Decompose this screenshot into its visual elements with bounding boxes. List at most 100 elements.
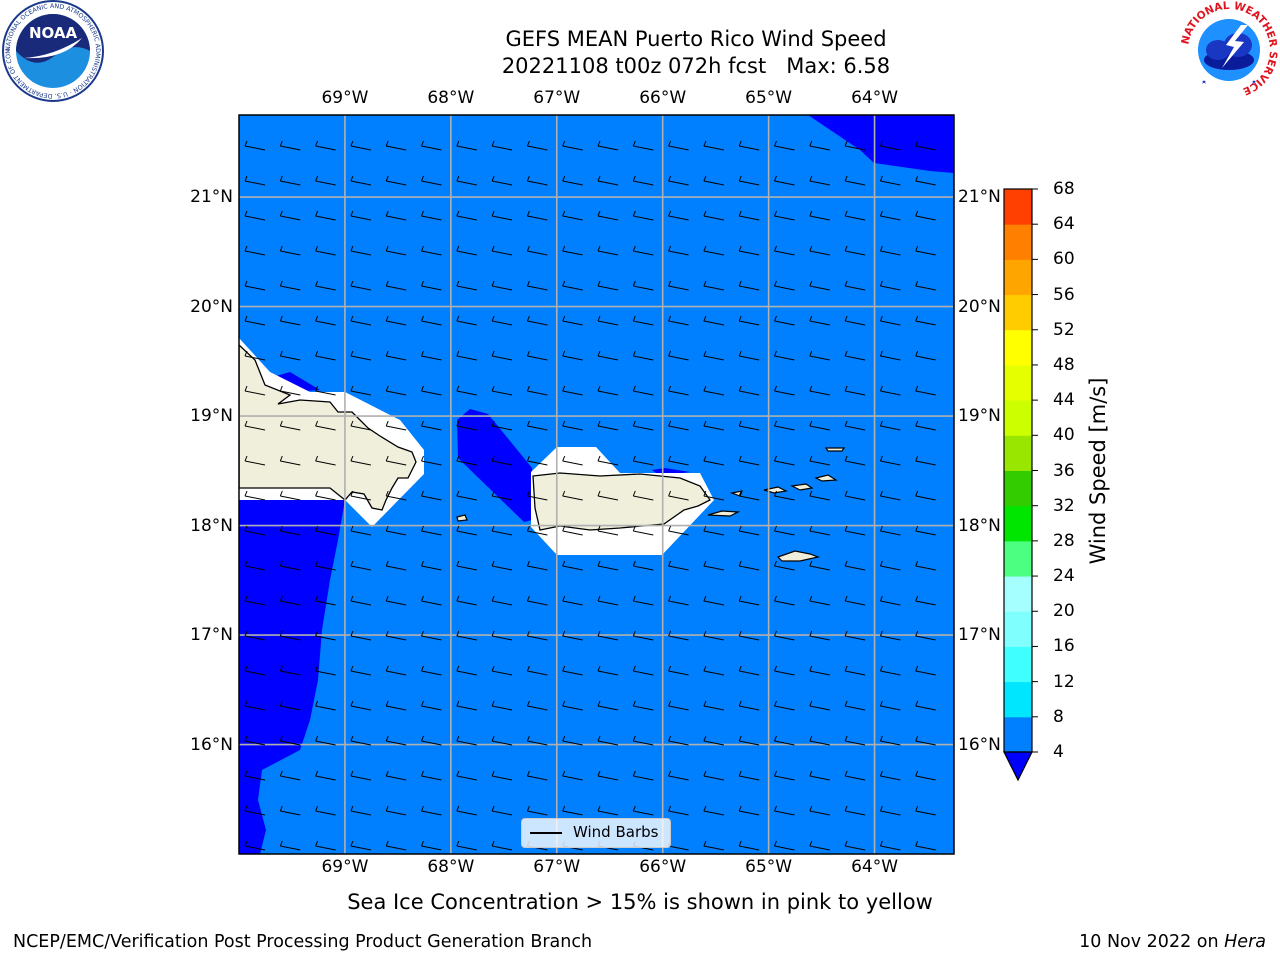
wind-barb [774,455,795,466]
colorbar-frame [1003,188,1033,753]
wind-barb [879,350,901,361]
wind-barb [597,665,619,676]
wind-barb [703,315,724,326]
wind-barb [774,175,795,186]
wind-barb [385,560,407,571]
lon-tick-top: 65°W [745,88,793,108]
wind-barb [421,700,442,711]
wind-barb [385,735,407,746]
wind-barb [491,665,513,676]
wind-barb [526,455,548,466]
wind-barb [315,700,336,711]
wind-barb [491,630,513,641]
wind-barb [279,455,301,466]
wind-barb [597,455,619,466]
wind-barb [456,280,477,291]
wind-barb [809,700,830,711]
wind-barb [350,630,371,641]
wind-barb [315,735,336,746]
colorbar-tick-label: 28 [1053,530,1075,551]
land-tortola [790,483,814,491]
wind-barb [774,525,795,536]
wind-barb [279,665,301,676]
wind-barb [774,385,795,396]
wind-barb [668,595,689,606]
wind-barb [315,665,336,676]
colorbar-band [1004,576,1032,612]
wind-barb [809,280,830,291]
wind-barb [350,175,371,186]
wind-barb [526,350,548,361]
wind-barb [350,560,371,571]
wind-barb [597,595,619,606]
wind-barb [703,525,724,536]
wind-barb [597,245,619,256]
wind-barb [915,280,936,291]
wind-barb [526,140,548,151]
wind-barb [491,315,513,326]
wind-barb [632,490,654,501]
wind-barb [279,560,301,571]
colorbar-band [1004,400,1032,436]
wind-barb [774,420,795,431]
wind-barb [456,735,477,746]
wind-barb [279,840,301,851]
wind-barb [456,560,477,571]
wind-barb [915,385,936,396]
wind-barb [668,210,689,221]
wind-barb [315,175,336,186]
wind-barb [915,420,936,431]
wind-barb [421,210,442,221]
wind-barb [668,385,689,396]
wind-barb [844,805,866,816]
wind-barb [562,420,583,431]
wind-barb [526,175,548,186]
lon-tick-bottom: 68°W [427,857,475,877]
wind-barb [456,595,477,606]
lat-tick-right: 18°N [958,515,1001,536]
wind-barb [597,315,619,326]
wind-barb [456,175,477,186]
wind-barb [915,245,936,256]
wind-barb [844,700,866,711]
colorbar-extend-arrow [1003,751,1033,782]
wind-barb [632,595,654,606]
wind-barb [350,595,371,606]
wind-barb [562,665,583,676]
wind-barb [421,490,442,501]
wind-barb [774,770,795,781]
lat-tick-right: 21°N [958,187,1001,208]
wind-barb [703,770,724,781]
wind-barb [632,315,654,326]
wind-barb [844,630,866,641]
wind-barb [385,245,407,256]
wind-barb [597,210,619,221]
wind-barb [526,280,548,291]
wind-barb [844,560,866,571]
wind-barb [879,175,901,186]
wind-barb [456,315,477,326]
wind-barb [879,385,901,396]
wind-barb [350,735,371,746]
wind-barb [456,665,477,676]
wind-barb [421,245,442,256]
colorbar-tick-label: 12 [1053,671,1075,692]
wind-barb [774,280,795,291]
wind-barb [279,700,301,711]
lat-tick-left: 16°N [190,734,233,755]
wind-barb [315,525,336,536]
wind-barb [738,350,760,361]
land-st-thomas [763,486,788,494]
wind-barb [703,420,724,431]
wind-barb [703,735,724,746]
wind-barb [456,245,477,256]
lon-tick-top: 68°W [427,88,475,108]
wind-barb [491,385,513,396]
wind-barb [879,315,901,326]
footer-date: 10 Nov 2022 on Hera [1079,932,1266,952]
land-st-croix [776,550,821,562]
wind-barb [491,700,513,711]
wind-barb [526,700,548,711]
wind-barb [562,280,583,291]
wind-barb [668,805,689,816]
